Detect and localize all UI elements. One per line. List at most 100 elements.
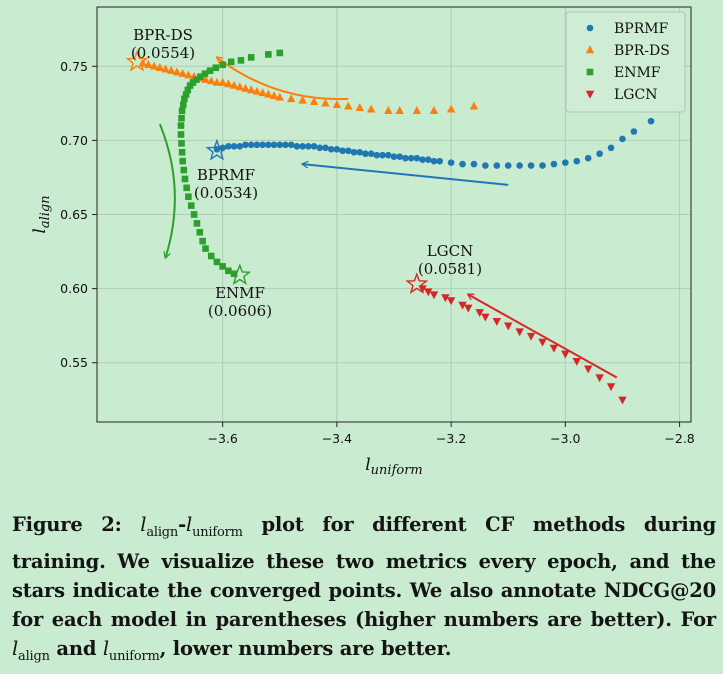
caption-sub-align-2: align: [18, 648, 50, 664]
bpr-ds-point-21: [258, 88, 267, 97]
bprmf-point-0: [213, 145, 221, 153]
annotation-0-line-1: (0.0554): [131, 44, 195, 62]
bprmf-point-24: [350, 148, 358, 156]
bpr-ds-point-2: [149, 61, 159, 70]
enmf-point-10: [187, 202, 195, 209]
enmf-point-6: [199, 237, 206, 245]
enmf-point-24: [182, 91, 190, 98]
lgcn-point-6: [464, 304, 473, 313]
caption-sub-uniform-2: uniform: [108, 648, 160, 664]
bprmf-point-27: [367, 150, 375, 158]
lgcn-point-20: [618, 396, 627, 405]
annotation-3-line-0: LGCN: [427, 242, 474, 260]
enmf-point-35: [237, 57, 245, 64]
annotation-2-line-0: ENMF: [215, 284, 265, 302]
bprmf-point-21: [333, 145, 341, 153]
bprmf-point-36: [419, 156, 426, 163]
caption-prefix: Figure 2:: [12, 513, 122, 536]
caption-l-align-2: l: [12, 636, 19, 660]
bpr-ds-point-17: [235, 82, 244, 91]
enmf-point-33: [219, 61, 226, 69]
bprmf-point-44: [493, 162, 501, 169]
x-tick-label-0: −3.6: [207, 431, 237, 446]
bpr-ds-point-29: [332, 100, 342, 109]
bpr-ds-point-16: [229, 80, 239, 89]
bprmf-point-29: [379, 151, 386, 159]
bprmf-point-41: [459, 160, 466, 168]
lgcn-point-8: [481, 313, 490, 322]
bprmf-point-20: [327, 145, 335, 153]
bprmf-point-7: [253, 141, 261, 149]
bprmf-point-33: [402, 154, 409, 162]
bprmf-point-3: [230, 143, 238, 150]
annotation-0: BPR-DS (0.0554): [131, 26, 195, 62]
bprmf-point-17: [310, 143, 318, 150]
lgcn-point-13: [538, 338, 547, 347]
enmf-point-30: [201, 70, 209, 77]
enmf-point-7: [196, 228, 204, 236]
enmf-point-8: [193, 220, 201, 227]
bprmf-point-48: [539, 162, 546, 169]
legend-label-bpr-ds: BPR-DS: [614, 43, 670, 59]
lgcn-point-18: [595, 374, 604, 383]
bprmf-point-47: [527, 162, 535, 169]
bprmf-point-38: [430, 157, 438, 165]
enmf-point-20: [178, 114, 185, 122]
caption-l-uniform: l: [186, 513, 193, 536]
x-tick-label-1: −3.4: [322, 431, 352, 446]
enmf-point-31: [206, 67, 214, 75]
enmf-point-0: [230, 270, 238, 278]
enmf-point-9: [190, 211, 198, 218]
caption-sub-align: align: [146, 524, 179, 540]
lgcn-point-1: [424, 288, 433, 297]
lgcn-point-14: [549, 344, 559, 353]
bpr-ds-point-27: [309, 97, 319, 106]
bprmf-point-35: [413, 154, 421, 162]
lgcn-point-7: [475, 309, 484, 318]
legend-box: [565, 11, 686, 113]
annotation-1: BPRMF (0.0534): [194, 166, 258, 202]
bpr-ds-point-22: [264, 89, 273, 98]
bprmf-point-51: [573, 157, 581, 165]
y-axis-label-sub: align: [38, 195, 53, 228]
bprmf-point-46: [516, 162, 523, 169]
enmf-point-27: [189, 79, 197, 86]
bpr-ds-point-35: [412, 106, 422, 114]
enmf-point-2: [219, 263, 226, 270]
enmf-point-21: [178, 107, 186, 115]
legend: BPRMF BPR-DS ENMF LGCN: [565, 11, 686, 113]
legend-marker-bprmf: [586, 24, 594, 32]
bpr-ds-point-12: [207, 76, 216, 85]
enmf-point-37: [265, 51, 272, 58]
lgcn-point-11: [515, 328, 524, 337]
bprmf-point-30: [384, 151, 392, 159]
bpr-ds-point-28: [321, 98, 330, 107]
bprmf-point-34: [407, 154, 415, 162]
lgcn-point-5: [458, 301, 467, 310]
legend-label-bprmf: BPRMF: [614, 21, 669, 37]
lgcn-point-10: [504, 322, 513, 331]
y-axis-label-main: l: [30, 228, 50, 233]
lgcn-point-16: [572, 358, 581, 366]
legend-marker-lgcn: [585, 90, 595, 99]
bprmf-point-25: [356, 148, 364, 156]
data-points: [138, 49, 655, 405]
bprmf-point-28: [373, 151, 381, 159]
bprmf-point-13: [287, 141, 295, 149]
bpr-ds-point-32: [366, 104, 376, 113]
enmf-point-22: [179, 101, 187, 109]
bprmf-point-18: [316, 144, 324, 152]
bpr-ds-point-26: [298, 95, 307, 104]
y-tick-label-4: 0.75: [60, 59, 88, 74]
bpr-ds-point-38: [469, 101, 479, 110]
bprmf-point-14: [293, 143, 301, 150]
lgcn-point-2: [429, 291, 439, 300]
lgcn-converged-star: [405, 272, 429, 294]
bpr-ds-point-5: [167, 66, 176, 74]
bprmf-point-12: [282, 141, 289, 149]
bpr-ds-point-25: [286, 94, 296, 103]
bprmf-point-50: [562, 159, 569, 166]
enmf-point-11: [185, 193, 192, 201]
bprmf-point-22: [339, 147, 346, 155]
